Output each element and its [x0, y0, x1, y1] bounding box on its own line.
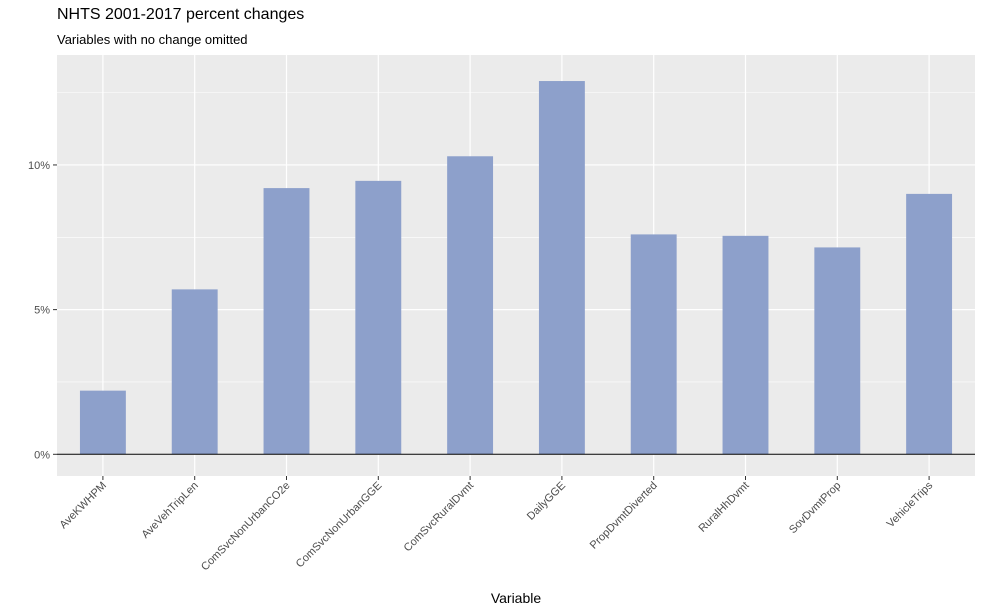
- x-tick-label: RuralHhDvmt: [696, 480, 751, 535]
- bar-propdvmtdiverted: [630, 234, 677, 455]
- x-axis-title: Variable: [491, 590, 542, 606]
- bar-comsvcnonurbangge: [355, 180, 402, 455]
- bar-avevehtriplen: [171, 289, 218, 455]
- y-tick-label: 5%: [34, 305, 50, 317]
- bars-group: [79, 81, 953, 455]
- chart-subtitle: Variables with no change omitted: [57, 32, 248, 47]
- x-tick-label: VehicleTrips: [885, 479, 936, 530]
- x-tick-label: PropDvmtDiverted: [588, 480, 660, 552]
- bar-dailygge: [538, 81, 585, 455]
- bar-vehicletrips: [906, 193, 953, 455]
- bar-comsvcruraldvmt: [447, 156, 494, 455]
- bar-avekwhpm: [79, 390, 126, 455]
- x-tick-label: SovDvmtProp: [787, 480, 843, 536]
- y-axis: 0% 5% 10%: [28, 160, 57, 461]
- bar-sovdvmtprop: [814, 247, 861, 455]
- x-tick-label: AveKWHPM: [57, 480, 109, 532]
- x-tick-label: ComSvcNonUrbanCO2e: [199, 480, 293, 574]
- y-tick-label: 0%: [34, 449, 50, 461]
- bar-comsvcnonurbanco2e: [263, 188, 310, 455]
- x-tick-label: DailyGGE: [525, 480, 568, 523]
- chart-title: NHTS 2001-2017 percent changes: [57, 6, 305, 23]
- bar-ruralhhdvmt: [722, 235, 769, 455]
- x-tick-label: AveVehTripLen: [140, 480, 201, 541]
- x-tick-label: ComSvcRuralDvmt: [402, 480, 477, 555]
- y-tick-label: 10%: [28, 160, 50, 172]
- x-tick-label: ComSvcNonUrbanGGE: [294, 480, 385, 571]
